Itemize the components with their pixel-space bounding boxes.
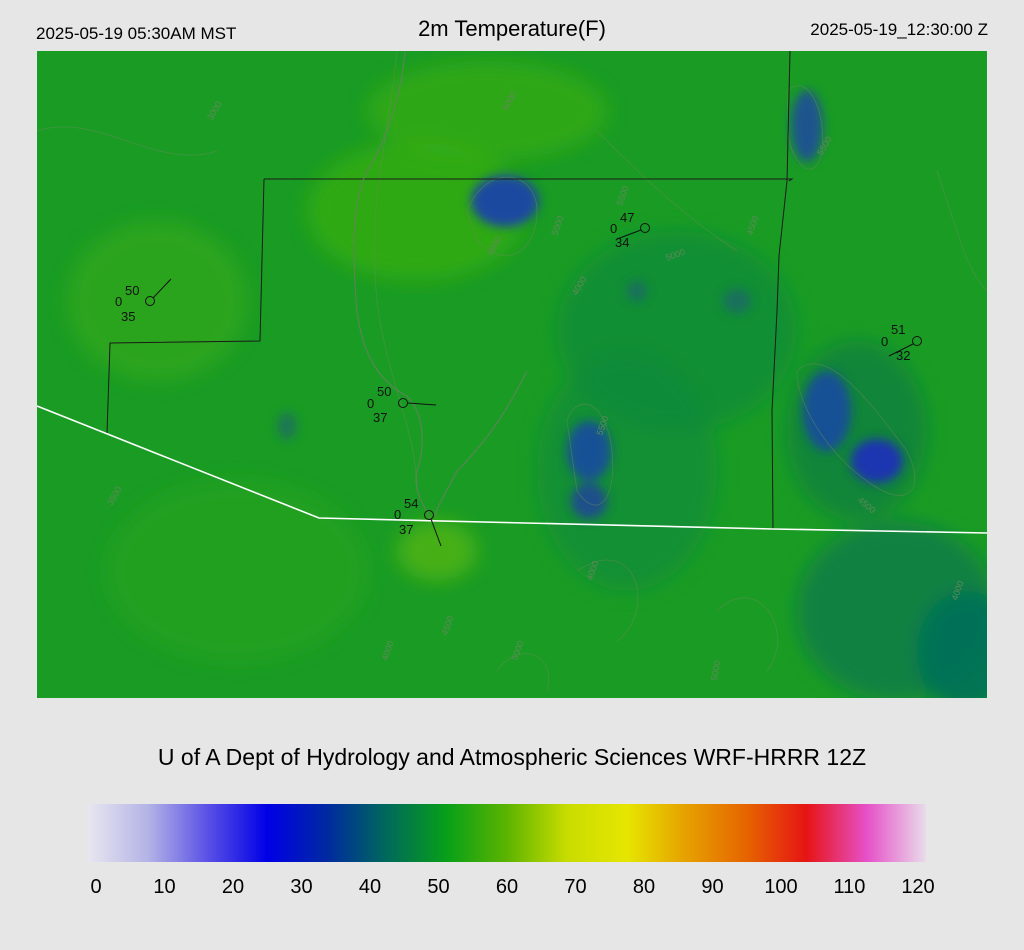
colorbar-tick-label: 90 bbox=[701, 876, 724, 898]
colorbar-tick-label: 100 bbox=[764, 876, 798, 898]
temperature-colorbar bbox=[88, 804, 926, 862]
station-dewpoint: 37 bbox=[373, 410, 387, 425]
station-dewpoint: 37 bbox=[399, 522, 413, 537]
colorbar-tick-label: 110 bbox=[833, 876, 866, 898]
contour-label: 5000 bbox=[709, 660, 722, 681]
colorbar-tick-label: 120 bbox=[901, 876, 935, 898]
colorbar-tick-label: 20 bbox=[221, 876, 245, 898]
colorbar-tick-label: 60 bbox=[495, 876, 519, 898]
valid-time: 2025-05-19_12:30:00 Z bbox=[810, 20, 988, 39]
state-boundaries bbox=[106, 51, 794, 530]
station-dewpoint: 35 bbox=[121, 309, 135, 324]
credit-line: U of A Dept of Hydrology and Atmospheric… bbox=[157, 744, 867, 770]
station-temp: 47 bbox=[620, 210, 634, 225]
station-4: 50 0 37 bbox=[367, 384, 437, 425]
station-wind: 0 bbox=[115, 294, 122, 309]
station-temp: 51 bbox=[891, 322, 905, 337]
colorbar-tick-label: 70 bbox=[564, 876, 587, 898]
station-circle-icon bbox=[640, 223, 650, 233]
station-circle-icon bbox=[145, 296, 155, 306]
station-wind: 0 bbox=[367, 396, 374, 411]
border-line bbox=[37, 405, 987, 534]
river-line bbox=[353, 51, 528, 522]
station-wind: 0 bbox=[610, 221, 617, 236]
wind-barb-icon bbox=[888, 343, 914, 357]
temperature-map: 6000 5500 5000 4500 4000 3000 6000 5500 5000 4500… bbox=[37, 51, 987, 698]
wind-barb-icon bbox=[616, 229, 642, 240]
map-title: 2m Temperature(F) bbox=[418, 16, 606, 41]
colorbar-tick-label: 50 bbox=[427, 876, 450, 898]
wind-barb-icon bbox=[407, 402, 437, 406]
wind-barb-icon bbox=[152, 278, 172, 299]
station-plot: 50 0 35 47 0 34 51 0 32 50 bbox=[115, 210, 922, 547]
station-circle-icon bbox=[398, 398, 408, 408]
station-wind: 0 bbox=[394, 507, 401, 522]
station-temp: 54 bbox=[404, 496, 418, 511]
colorbar-tick-label: 40 bbox=[358, 876, 382, 898]
station-temp: 50 bbox=[125, 283, 139, 298]
station-1: 50 0 35 bbox=[115, 278, 172, 324]
local-time: 2025-05-19 05:30AM MST bbox=[36, 24, 237, 43]
header: 2025-05-19 05:30AM MST 2m Temperature(F)… bbox=[0, 0, 1024, 50]
colorbar-tick-label: 10 bbox=[153, 876, 176, 898]
colorbar-tick-label: 80 bbox=[632, 876, 656, 898]
wind-barb-icon bbox=[430, 518, 442, 547]
station-wind: 0 bbox=[881, 334, 888, 349]
station-2: 47 0 34 bbox=[610, 210, 650, 250]
station-5: 54 0 37 bbox=[394, 496, 442, 547]
colorbar-tick-label: 0 bbox=[90, 876, 102, 898]
colorbar-ticks: 0 10 20 30 40 50 60 70 80 90 100 110 120 bbox=[0, 876, 1024, 906]
colorbar-tick-label: 30 bbox=[290, 876, 313, 898]
station-circle-icon bbox=[912, 336, 922, 346]
temperature-field bbox=[37, 51, 987, 698]
station-circle-icon bbox=[424, 510, 434, 520]
station-3: 51 0 32 bbox=[881, 322, 922, 363]
terrain-contours bbox=[37, 51, 987, 692]
station-temp: 50 bbox=[377, 384, 391, 399]
station-dewpoint: 32 bbox=[896, 348, 910, 363]
